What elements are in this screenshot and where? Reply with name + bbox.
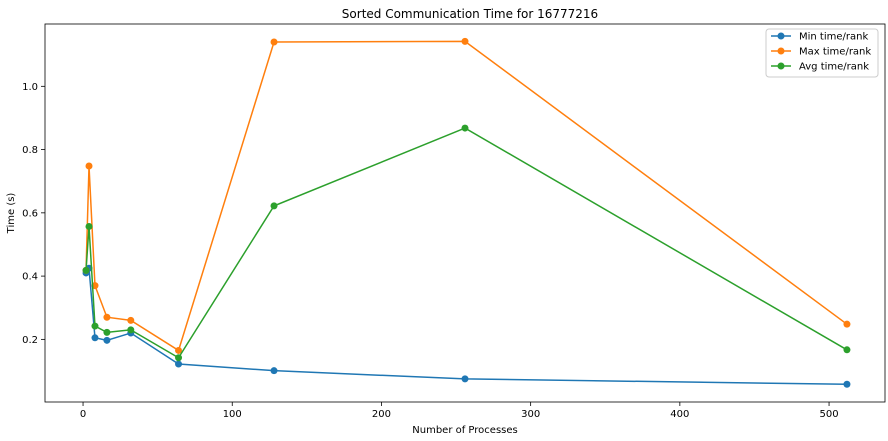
series-2-point	[175, 346, 183, 354]
ticks-layer: 0 100 200 300 400 500 0.2 0.4 0.6 0.8 1.0	[22, 82, 839, 420]
series-2-point	[843, 320, 851, 328]
series-3-point	[127, 326, 135, 334]
y-tick-label: 0.6	[22, 208, 38, 219]
legend: Min time/rank Max time/rank Avg time/rank	[765, 28, 879, 78]
x-axis-label: Number of Processes	[412, 425, 517, 436]
x-tick-label: 400	[670, 409, 689, 420]
x-tick-label: 300	[521, 409, 540, 420]
y-tick-label: 0.4	[22, 272, 38, 283]
series-1-point	[91, 334, 99, 342]
legend-marker	[777, 32, 785, 40]
series-3-point	[103, 328, 111, 336]
x-tick-label: 100	[223, 409, 242, 420]
y-tick-label: 1.0	[22, 82, 38, 93]
series-3-point	[461, 124, 469, 132]
series-layer	[82, 37, 851, 388]
series-2-point	[461, 37, 469, 45]
series-1-point	[103, 336, 111, 344]
series-1-point	[270, 367, 278, 375]
series-3-point	[91, 322, 99, 330]
series-3-point	[82, 266, 90, 274]
series-1-point	[843, 380, 851, 388]
y-axis-label: Time (s)	[6, 193, 17, 235]
plot-frame	[44, 23, 886, 403]
series-2-point	[270, 38, 278, 46]
series-1-point	[175, 360, 183, 368]
series-3-point	[270, 202, 278, 210]
chart-title: Sorted Communication Time for 16777216	[342, 7, 598, 21]
series-3-point	[843, 346, 851, 354]
series-2-point	[85, 162, 93, 170]
y-tick-label: 0.2	[22, 335, 38, 346]
x-tick-label: 200	[372, 409, 391, 420]
legend-label: Max time/rank	[799, 47, 871, 58]
series-1-point	[461, 375, 469, 383]
legend-marker	[777, 47, 785, 55]
series-2-point	[127, 316, 135, 324]
plot-area	[45, 24, 885, 402]
x-tick-label: 500	[820, 409, 839, 420]
legend-label: Min time/rank	[799, 32, 868, 43]
series-3-point	[175, 354, 183, 362]
y-tick-label: 0.8	[22, 145, 38, 156]
legend-box	[765, 28, 879, 78]
series-2-point	[103, 313, 111, 321]
x-tick-label: 0	[80, 409, 86, 420]
legend-marker	[777, 62, 785, 70]
series-3-point	[85, 222, 93, 230]
legend-label: Avg time/rank	[799, 62, 869, 73]
